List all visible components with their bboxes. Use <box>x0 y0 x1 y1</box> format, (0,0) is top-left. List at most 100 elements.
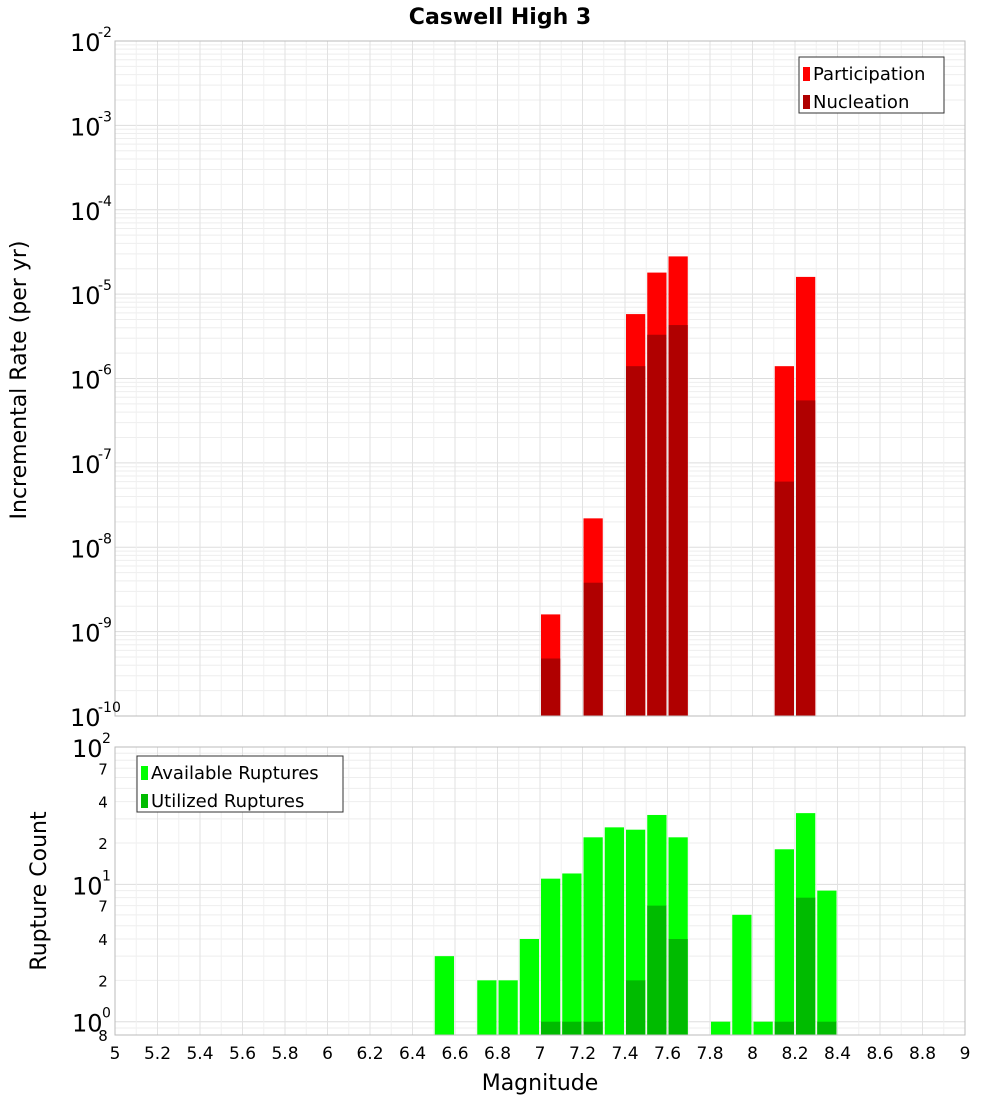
bar-series1 <box>562 873 582 1035</box>
y-tick-exponent: -2 <box>98 25 112 41</box>
y-tick-exponent: 2 <box>102 731 111 747</box>
y-minor-tick-label: 2 <box>98 835 108 853</box>
bar-series2 <box>626 980 646 1035</box>
bar-series1 <box>774 849 794 1035</box>
legend-box <box>798 56 945 114</box>
y-minor-tick-label: 7 <box>98 760 108 778</box>
legend-swatch <box>803 95 810 109</box>
y-tick-exponent: -9 <box>98 616 112 632</box>
x-tick-label: 6.8 <box>484 1044 511 1064</box>
bar-series1 <box>434 956 454 1035</box>
x-tick-label: 5 <box>110 1044 121 1064</box>
x-tick-label: 7 <box>535 1044 546 1064</box>
bar-series1 <box>583 837 603 1035</box>
bar-series2 <box>796 897 816 1035</box>
y-minor-tick-label: 8 <box>98 1027 108 1045</box>
y-tick-label: 10 <box>70 282 101 310</box>
x-axis-label: Magnitude <box>482 1071 599 1096</box>
chart-title: Caswell High 3 <box>409 5 591 30</box>
legend-entry: Nucleation <box>813 92 909 113</box>
top-panel: 10-1010-910-810-710-610-510-410-310-2Par… <box>70 25 966 732</box>
bar-series2 <box>583 582 603 716</box>
y-tick-label: 10 <box>70 198 101 226</box>
legend-entry: Utilized Ruptures <box>151 791 304 812</box>
y-tick-label: 10 <box>72 1010 103 1038</box>
x-tick-label: 9 <box>960 1044 971 1064</box>
bar-series2 <box>774 1021 794 1035</box>
bar-series1 <box>498 980 518 1035</box>
legend-swatch <box>141 766 148 780</box>
bar-series2 <box>647 334 667 716</box>
x-tick-label: 7.4 <box>611 1044 638 1064</box>
y-minor-tick-label: 2 <box>98 972 108 990</box>
y-tick-label: 10 <box>70 113 101 141</box>
top-y-axis-label: Incremental Rate (per yr) <box>7 241 32 520</box>
bar-series2 <box>541 658 561 716</box>
plot-frame <box>114 746 966 1036</box>
x-tick-label: 7.2 <box>569 1044 596 1064</box>
bar-series2 <box>541 1021 561 1035</box>
bar-series2 <box>562 1021 582 1035</box>
x-tick-label: 6.2 <box>356 1044 383 1064</box>
x-tick-label: 8.4 <box>824 1044 851 1064</box>
x-tick-label: 5.8 <box>271 1044 298 1064</box>
x-tick-label: 6.4 <box>399 1044 426 1064</box>
bar-series1 <box>753 1021 773 1035</box>
bar-series1 <box>604 827 624 1035</box>
legend-box <box>136 755 344 813</box>
y-tick-exponent: -7 <box>98 447 112 463</box>
y-tick-exponent: -3 <box>98 109 112 125</box>
x-tick-label: 8 <box>747 1044 758 1064</box>
x-tick-label: 5.2 <box>144 1044 171 1064</box>
y-tick-exponent: 0 <box>102 1006 111 1022</box>
y-tick-label: 10 <box>70 451 101 479</box>
bar-series2 <box>796 400 816 716</box>
y-tick-exponent: 1 <box>102 868 111 884</box>
x-tick-label: 7.8 <box>696 1044 723 1064</box>
y-tick-label: 10 <box>70 367 101 395</box>
y-tick-label: 10 <box>70 704 101 732</box>
y-minor-tick-label: 4 <box>98 931 108 949</box>
bar-series1 <box>541 878 561 1035</box>
legend-entry: Participation <box>813 64 925 85</box>
bar-series1 <box>477 980 497 1035</box>
y-tick-exponent: -5 <box>98 278 112 294</box>
y-minor-tick-label: 4 <box>98 794 108 812</box>
y-tick-label: 10 <box>70 29 101 57</box>
y-tick-exponent: -6 <box>98 363 112 379</box>
legend-entry: Available Ruptures <box>151 763 319 784</box>
bar-series2 <box>583 1021 603 1035</box>
y-tick-label: 10 <box>70 620 101 648</box>
y-tick-label: 10 <box>70 535 101 563</box>
bar-series2 <box>774 481 794 716</box>
bar-series1 <box>817 890 837 1035</box>
x-tick-label: 8.2 <box>781 1044 808 1064</box>
y-tick-exponent: -8 <box>98 531 112 547</box>
legend-swatch <box>803 67 810 81</box>
y-tick-label: 10 <box>72 735 103 763</box>
x-tick-label: 7.6 <box>654 1044 681 1064</box>
y-tick-label: 10 <box>72 872 103 900</box>
bar-series2 <box>626 366 646 716</box>
y-minor-tick-label: 7 <box>98 898 108 916</box>
x-tick-label: 6 <box>322 1044 333 1064</box>
bar-series1 <box>519 939 539 1035</box>
y-tick-exponent: -10 <box>98 700 121 716</box>
bar-series1 <box>711 1021 731 1035</box>
bottom-y-axis-label: Rupture Count <box>27 811 52 971</box>
plot-frame <box>114 40 966 717</box>
y-tick-exponent: -4 <box>98 194 112 210</box>
bar-series2 <box>817 1021 837 1035</box>
x-tick-label: 5.6 <box>229 1044 256 1064</box>
x-tick-label: 8.6 <box>866 1044 893 1064</box>
x-tick-label: 8.8 <box>909 1044 936 1064</box>
x-tick-label: 5.4 <box>186 1044 213 1064</box>
bar-series2 <box>647 905 667 1035</box>
bar-series2 <box>668 939 688 1035</box>
legend-swatch <box>141 794 148 808</box>
bar-series1 <box>732 914 752 1035</box>
bar-series2 <box>668 325 688 716</box>
x-tick-label: 6.6 <box>441 1044 468 1064</box>
